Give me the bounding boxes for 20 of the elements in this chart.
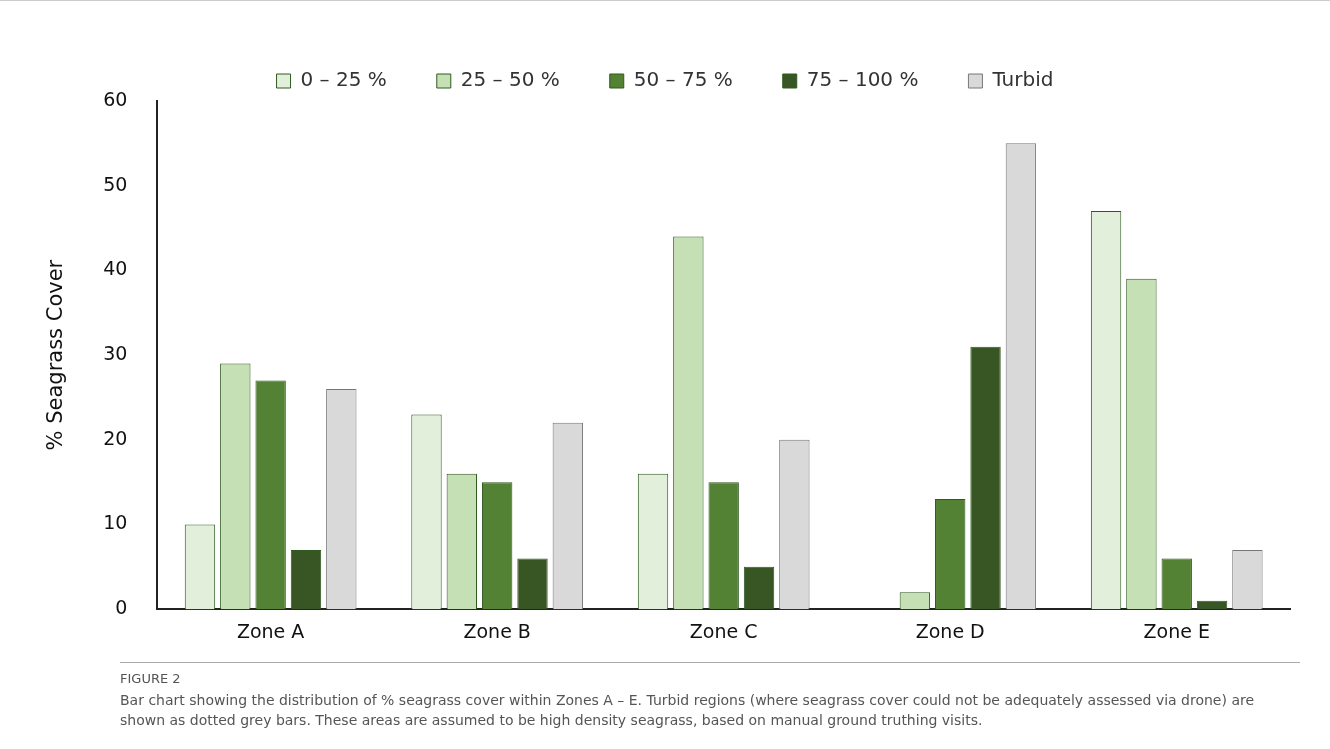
legend-label: 25 – 50 % (460, 67, 560, 92)
legend-label: 75 – 100 % (806, 67, 919, 92)
legend-label: Turbid (991, 67, 1054, 92)
y-tick-label: 40 (103, 257, 128, 280)
caption: FIGURE 2 (120, 662, 1300, 686)
y-tick-label: 30 (103, 342, 128, 365)
text: Bar chart showing the distribution of % seagrass cover within Zones A – E. Turbid regions (where seagrass cover could not be adequately assessed via drone) are shown as dotted grey bars. These areas are assumed to be high density seagrass, based on manual ground truthing visits. (120, 691, 1256, 730)
x-tick-label: Zone B (463, 619, 531, 642)
y-tick-label: 60 (103, 87, 128, 110)
y-tick-label: 10 (103, 511, 128, 534)
y-axis-title: % Seagrass Cover (43, 259, 68, 451)
x-tick-label: Zone C (689, 619, 758, 642)
x-tick-label: Zone E (1143, 619, 1210, 642)
x-tick-label: Zone A (236, 619, 305, 642)
y-tick-label: 50 (103, 172, 128, 195)
y-tick-label: 20 (103, 426, 128, 449)
legend-label: 50 – 75 % (633, 67, 733, 92)
y-tick-label: 0 (115, 596, 128, 619)
legend-label: 0 – 25 % (300, 67, 387, 92)
x-tick-label: Zone D (915, 619, 985, 642)
